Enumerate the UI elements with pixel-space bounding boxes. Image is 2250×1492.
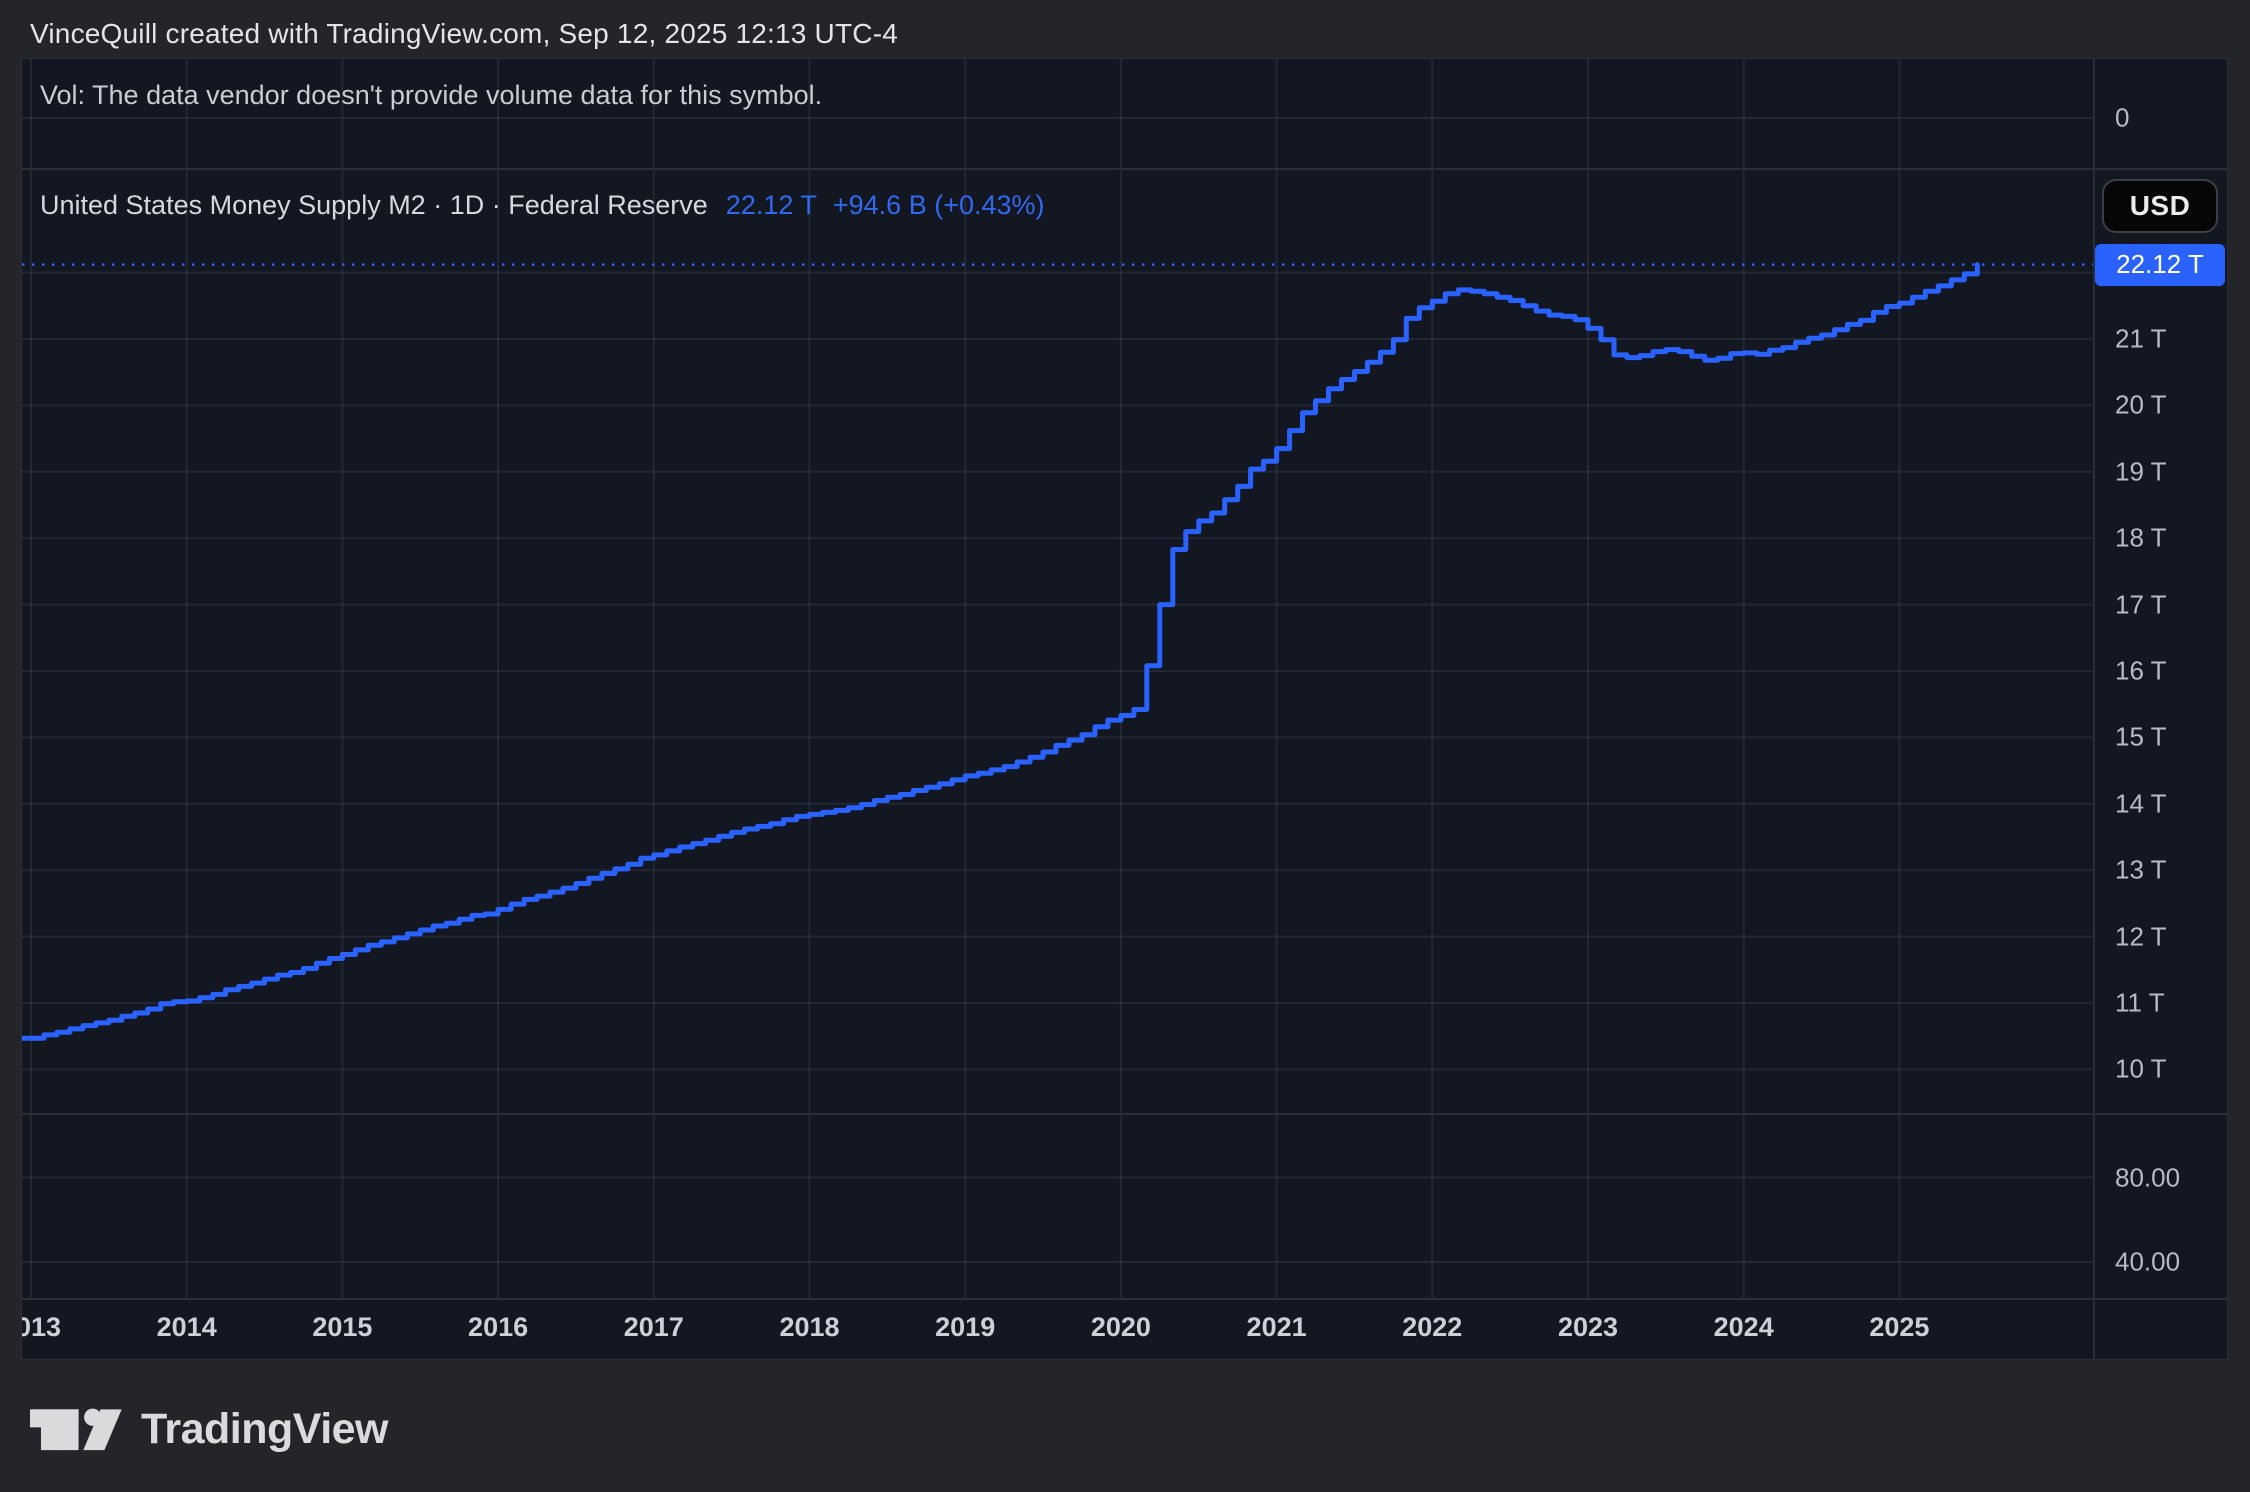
price-tick-label: 19 T xyxy=(2115,456,2167,487)
m2-series-line xyxy=(22,262,1980,1041)
attribution-text: VinceQuill created with TradingView.com,… xyxy=(30,18,898,49)
time-tick-label: 2020 xyxy=(1090,1312,1151,1342)
time-tick-label: 2019 xyxy=(935,1312,996,1342)
chart-canvas xyxy=(22,59,2093,1300)
price-scale-lines xyxy=(2093,59,2227,1359)
time-tick-label: 2021 xyxy=(1246,1312,1307,1342)
lower-pane-tick-label: 40.00 xyxy=(2115,1246,2181,1277)
tradingview-wordmark: TradingView xyxy=(141,1404,389,1453)
price-tick-label: 14 T xyxy=(2115,788,2167,819)
tradingview-logo[interactable]: TradingView xyxy=(30,1398,389,1460)
horizontal-gridlines xyxy=(22,117,2093,1263)
price-tick-label: 17 T xyxy=(2115,589,2167,620)
time-tick-label: 2024 xyxy=(1713,1312,1774,1342)
symbol-title: United States Money Supply M2 · 1D · Fed… xyxy=(40,190,708,220)
lower-pane-tick-label: 80.00 xyxy=(2115,1162,2181,1192)
currency-usd-button[interactable]: USD xyxy=(2102,179,2218,233)
header-bar: VinceQuill created with TradingView.com,… xyxy=(30,14,898,54)
price-tick-label: 18 T xyxy=(2115,522,2167,553)
time-tick-label: 2018 xyxy=(779,1312,840,1342)
price-scale[interactable]: 0 USD 22.12 T 21 T 20 T 19 T 18 T 17 T 16 T 15… xyxy=(2093,59,2227,1359)
time-tick-label: 2023 xyxy=(1557,1312,1619,1342)
change-text: +94.6 B (+0.43%) xyxy=(832,190,1045,220)
time-tick-label: 2025 xyxy=(1869,1312,1930,1342)
time-tick-label: 2016 xyxy=(468,1312,529,1342)
volume-zero-tick-label: 0 xyxy=(2115,102,2130,133)
time-tick-label: 2014 xyxy=(156,1312,217,1342)
price-tick-label: 12 T xyxy=(2115,921,2167,952)
price-tick-label: 15 T xyxy=(2115,721,2167,752)
price-tick-label: 21 T xyxy=(2115,323,2167,354)
time-tick-label: 2015 xyxy=(312,1312,373,1342)
price-tick-label: 10 T xyxy=(2115,1053,2167,1084)
time-tick-label: 2022 xyxy=(1402,1312,1463,1342)
volume-unavailable-message: Vol: The data vendor doesn't provide vol… xyxy=(40,80,823,110)
pane-separators xyxy=(22,168,2093,1300)
tradingview-logo-icon xyxy=(30,1408,122,1451)
price-tick-label: 13 T xyxy=(2115,854,2167,885)
price-tick-label: 11 T xyxy=(2115,987,2165,1018)
price-tick-label: 16 T xyxy=(2115,655,2167,686)
last-value-text: 22.12 T xyxy=(725,190,817,220)
symbol-status-line: United States Money Supply M2 · 1D · Fed… xyxy=(40,190,1045,221)
time-tick-label: 2013 xyxy=(22,1312,62,1342)
price-tick-label: 20 T xyxy=(2115,389,2167,420)
chart-plot-area[interactable]: Vol: The data vendor doesn't provide vol… xyxy=(22,59,2093,1359)
time-tick-label: 2017 xyxy=(623,1312,684,1342)
chart-panel: Vol: The data vendor doesn't provide vol… xyxy=(21,58,2228,1360)
axis-separators xyxy=(2093,59,2227,1359)
last-price-badge: 22.12 T xyxy=(2095,243,2225,286)
